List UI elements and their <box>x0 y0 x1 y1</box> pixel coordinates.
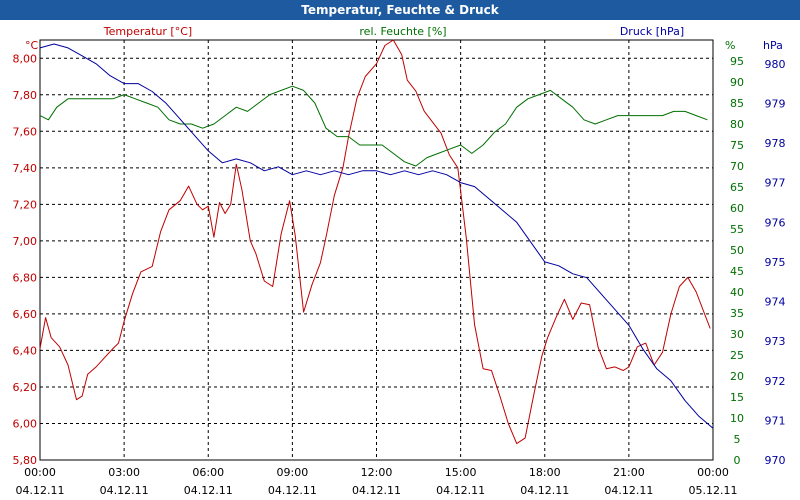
pressure-tick-label: 977 <box>765 177 786 190</box>
humidity-tick-label: 95 <box>730 55 744 68</box>
pressure-tick-label: 972 <box>765 375 786 388</box>
time-tick-label: 00:00 <box>697 466 729 479</box>
series-lines <box>39 39 714 445</box>
temperature-tick-label: 7,20 <box>13 198 38 211</box>
humidity-unit-label: % <box>725 39 735 52</box>
pressure-tick-label: 973 <box>765 335 786 348</box>
humidity-tick-label: 60 <box>730 202 744 215</box>
temperature-tick-label: 6,00 <box>13 417 38 430</box>
time-tick-label: 21:00 <box>613 466 645 479</box>
grid-lines <box>40 40 713 460</box>
humidity-tick-label: 10 <box>730 412 744 425</box>
temperature-line <box>39 39 711 445</box>
pressure-tick-label: 970 <box>765 454 786 467</box>
temperature-axis: 5,80 6,00 6,20 6,40 6,60 6,80 7,00 7,20 7,40 7,60… <box>13 52 38 467</box>
humidity-tick-label: 50 <box>730 244 744 257</box>
time-tick-label: 12:00 <box>361 466 393 479</box>
humidity-tick-label: 20 <box>730 370 744 383</box>
temperature-tick-label: 7,40 <box>13 162 38 175</box>
date-tick-label: 05.12.11 <box>689 484 738 497</box>
pressure-tick-label: 978 <box>765 137 786 150</box>
humidity-tick-label: 65 <box>730 181 744 194</box>
pressure-tick-label: 975 <box>765 256 786 269</box>
temperature-tick-label: 5,80 <box>13 454 38 467</box>
humidity-tick-label: 0 <box>734 454 741 467</box>
time-tick-label: 06:00 <box>192 466 224 479</box>
humidity-tick-label: 45 <box>730 265 744 278</box>
pressure-tick-label: 976 <box>765 216 786 229</box>
pressure-tick-label: 974 <box>765 296 786 309</box>
time-tick-label: 15:00 <box>445 466 477 479</box>
temperature-tick-label: 7,00 <box>13 235 38 248</box>
pressure-unit-label: hPa <box>763 39 783 52</box>
date-tick-label: 04.12.11 <box>520 484 569 497</box>
time-tick-label: 03:00 <box>108 466 140 479</box>
time-tick-label: 00:00 <box>24 466 56 479</box>
humidity-tick-label: 55 <box>730 223 744 236</box>
temperature-unit-label: °C <box>25 39 39 52</box>
date-tick-label: 04.12.11 <box>16 484 65 497</box>
time-axis: 00:00 04.12.11 03:00 04.12.11 06:00 04.12.11 0… <box>16 466 738 497</box>
date-tick-label: 04.12.11 <box>436 484 485 497</box>
legend-pressure: Druck [hPa] <box>620 25 684 38</box>
time-tick-label: 18:00 <box>529 466 561 479</box>
temperature-tick-label: 7,80 <box>13 89 38 102</box>
legend-humidity: rel. Feuchte [%] <box>359 25 446 38</box>
humidity-tick-label: 90 <box>730 76 744 89</box>
date-tick-label: 04.12.11 <box>184 484 233 497</box>
humidity-tick-label: 35 <box>730 307 744 320</box>
date-tick-label: 04.12.11 <box>352 484 401 497</box>
humidity-axis: 0 5 10 15 20 25 30 35 40 45 50 55 60 65 70 75 80 85 90 95 <box>730 55 744 467</box>
pressure-axis: 970 971 972 973 974 975 976 977 978 979 980 <box>765 58 786 467</box>
humidity-tick-label: 70 <box>730 160 744 173</box>
chart-title: Temperatur, Feuchte & Druck <box>0 0 800 20</box>
temperature-tick-label: 8,00 <box>13 52 38 65</box>
legend-temperature: Temperatur [°C] <box>103 25 192 38</box>
pressure-tick-label: 979 <box>765 97 786 110</box>
temperature-tick-label: 7,60 <box>13 125 38 138</box>
humidity-tick-label: 75 <box>730 139 744 152</box>
temperature-tick-label: 6,60 <box>13 308 38 321</box>
humidity-tick-label: 5 <box>734 433 741 446</box>
humidity-tick-label: 15 <box>730 391 744 404</box>
humidity-line <box>39 85 708 167</box>
pressure-tick-label: 971 <box>765 414 786 427</box>
pressure-line <box>39 43 714 429</box>
date-tick-label: 04.12.11 <box>268 484 317 497</box>
humidity-tick-label: 40 <box>730 286 744 299</box>
time-tick-label: 09:00 <box>277 466 309 479</box>
pressure-tick-label: 980 <box>765 58 786 71</box>
date-tick-label: 04.12.11 <box>100 484 149 497</box>
date-tick-label: 04.12.11 <box>604 484 653 497</box>
humidity-tick-label: 25 <box>730 349 744 362</box>
temperature-tick-label: 6,40 <box>13 344 38 357</box>
humidity-tick-label: 80 <box>730 118 744 131</box>
temperature-tick-label: 6,80 <box>13 271 38 284</box>
humidity-tick-label: 30 <box>730 328 744 341</box>
temperature-tick-label: 6,20 <box>13 381 38 394</box>
humidity-tick-label: 85 <box>730 97 744 110</box>
